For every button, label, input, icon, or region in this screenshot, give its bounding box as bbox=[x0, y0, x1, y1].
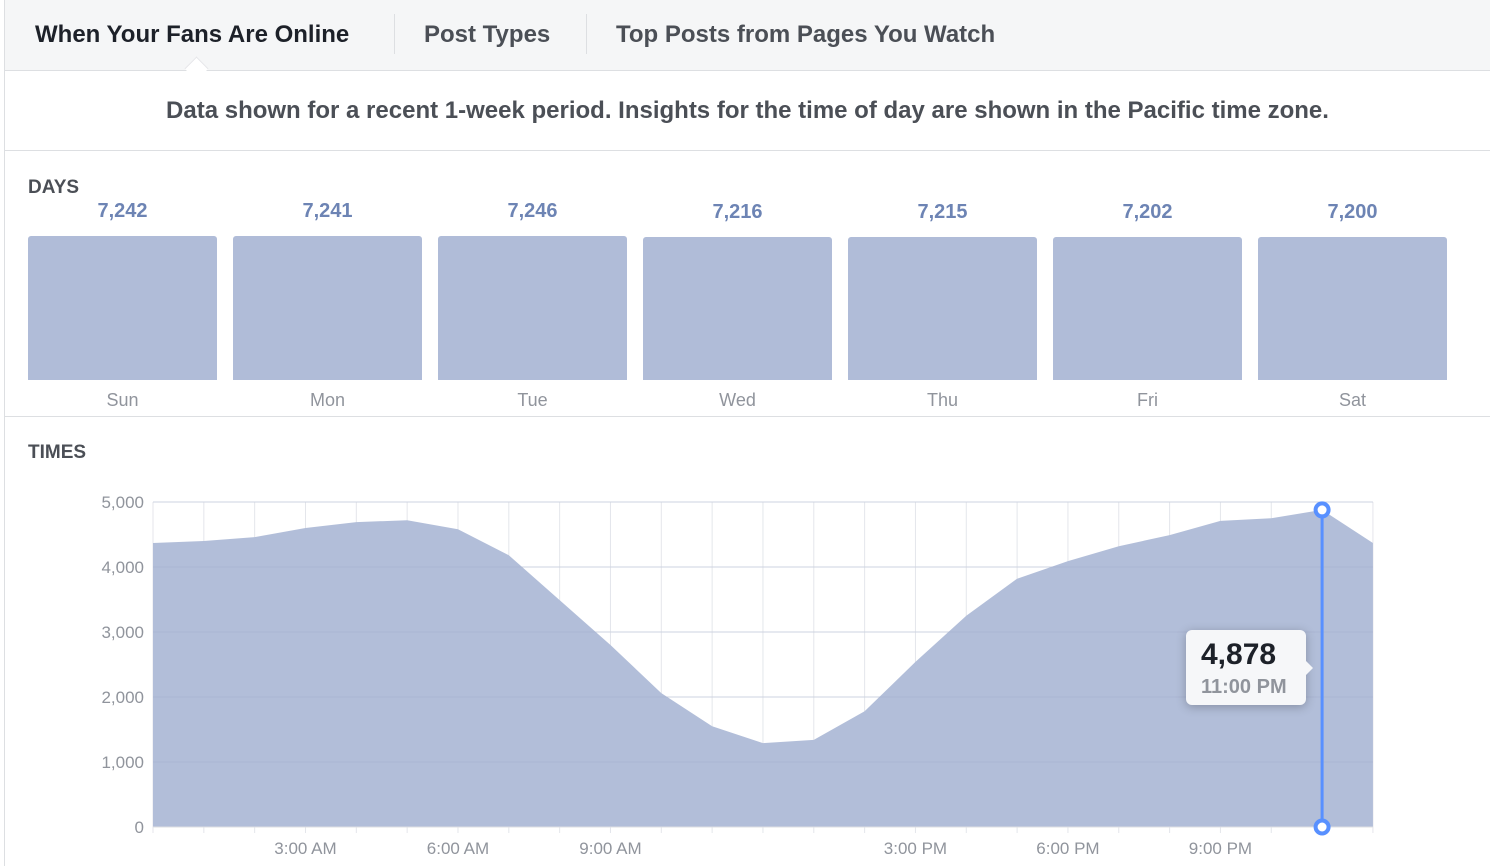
day-label: Mon bbox=[309, 390, 345, 410]
day-column: 7,216 Wed bbox=[643, 151, 832, 410]
chart-tooltip: 4,878 11:00 PM bbox=[1186, 630, 1313, 705]
day-column: 7,242 Sun bbox=[28, 151, 217, 410]
day-bar[interactable] bbox=[438, 236, 627, 380]
tab-divider bbox=[394, 14, 395, 54]
day-value-label: 7,200 bbox=[1327, 200, 1378, 223]
days-section: DAYS 7,242 Sun 7,241 Mon 7,246 Tue 7,216 Wed 7,2… bbox=[5, 151, 1490, 417]
timezone-notice: Data shown for a recent 1-week period. I… bbox=[5, 71, 1490, 151]
day-column: 7,215 Thu bbox=[848, 151, 1037, 410]
day-bar[interactable] bbox=[1258, 236, 1447, 380]
tab-when-fans-online[interactable]: When Your Fans Are Online bbox=[35, 21, 350, 48]
day-label: Sat bbox=[1338, 390, 1367, 410]
day-bar[interactable] bbox=[848, 236, 1037, 380]
day-bar[interactable] bbox=[28, 236, 217, 380]
day-column: 7,246 Tue bbox=[438, 151, 627, 410]
day-bar[interactable] bbox=[643, 236, 832, 380]
tab-post-types[interactable]: Post Types bbox=[424, 21, 551, 48]
insights-panel: When Your Fans Are Online Post Types Top… bbox=[4, 0, 1490, 866]
day-value-label: 7,242 bbox=[97, 200, 148, 223]
day-bar[interactable] bbox=[1053, 236, 1242, 380]
day-value-label: 7,215 bbox=[917, 200, 968, 223]
day-value-label: 7,202 bbox=[1122, 200, 1173, 223]
day-column: 7,202 Fri bbox=[1053, 151, 1242, 410]
times-title: TIMES bbox=[28, 442, 87, 463]
tooltip-value: 4,878 bbox=[1201, 638, 1277, 671]
day-label: Wed bbox=[719, 390, 756, 410]
day-label: Thu bbox=[926, 390, 959, 410]
day-label: Fri bbox=[1137, 390, 1158, 410]
tab-divider bbox=[586, 14, 587, 54]
day-value-label: 7,216 bbox=[712, 200, 763, 223]
day-label: Tue bbox=[517, 390, 548, 410]
day-value-label: 7,241 bbox=[302, 200, 353, 223]
days-title: DAYS bbox=[28, 177, 80, 198]
tab-bar: When Your Fans Are Online Post Types Top… bbox=[5, 0, 1490, 71]
day-bar[interactable] bbox=[233, 236, 422, 380]
day-column: 7,241 Mon bbox=[233, 151, 422, 410]
tooltip-time: 11:00 PM bbox=[1201, 676, 1287, 698]
tab-top-posts[interactable]: Top Posts from Pages You Watch bbox=[616, 21, 996, 48]
day-column: 7,200 Sat bbox=[1258, 151, 1447, 410]
day-value-label: 7,246 bbox=[507, 200, 558, 222]
day-label: Sun bbox=[106, 390, 139, 410]
